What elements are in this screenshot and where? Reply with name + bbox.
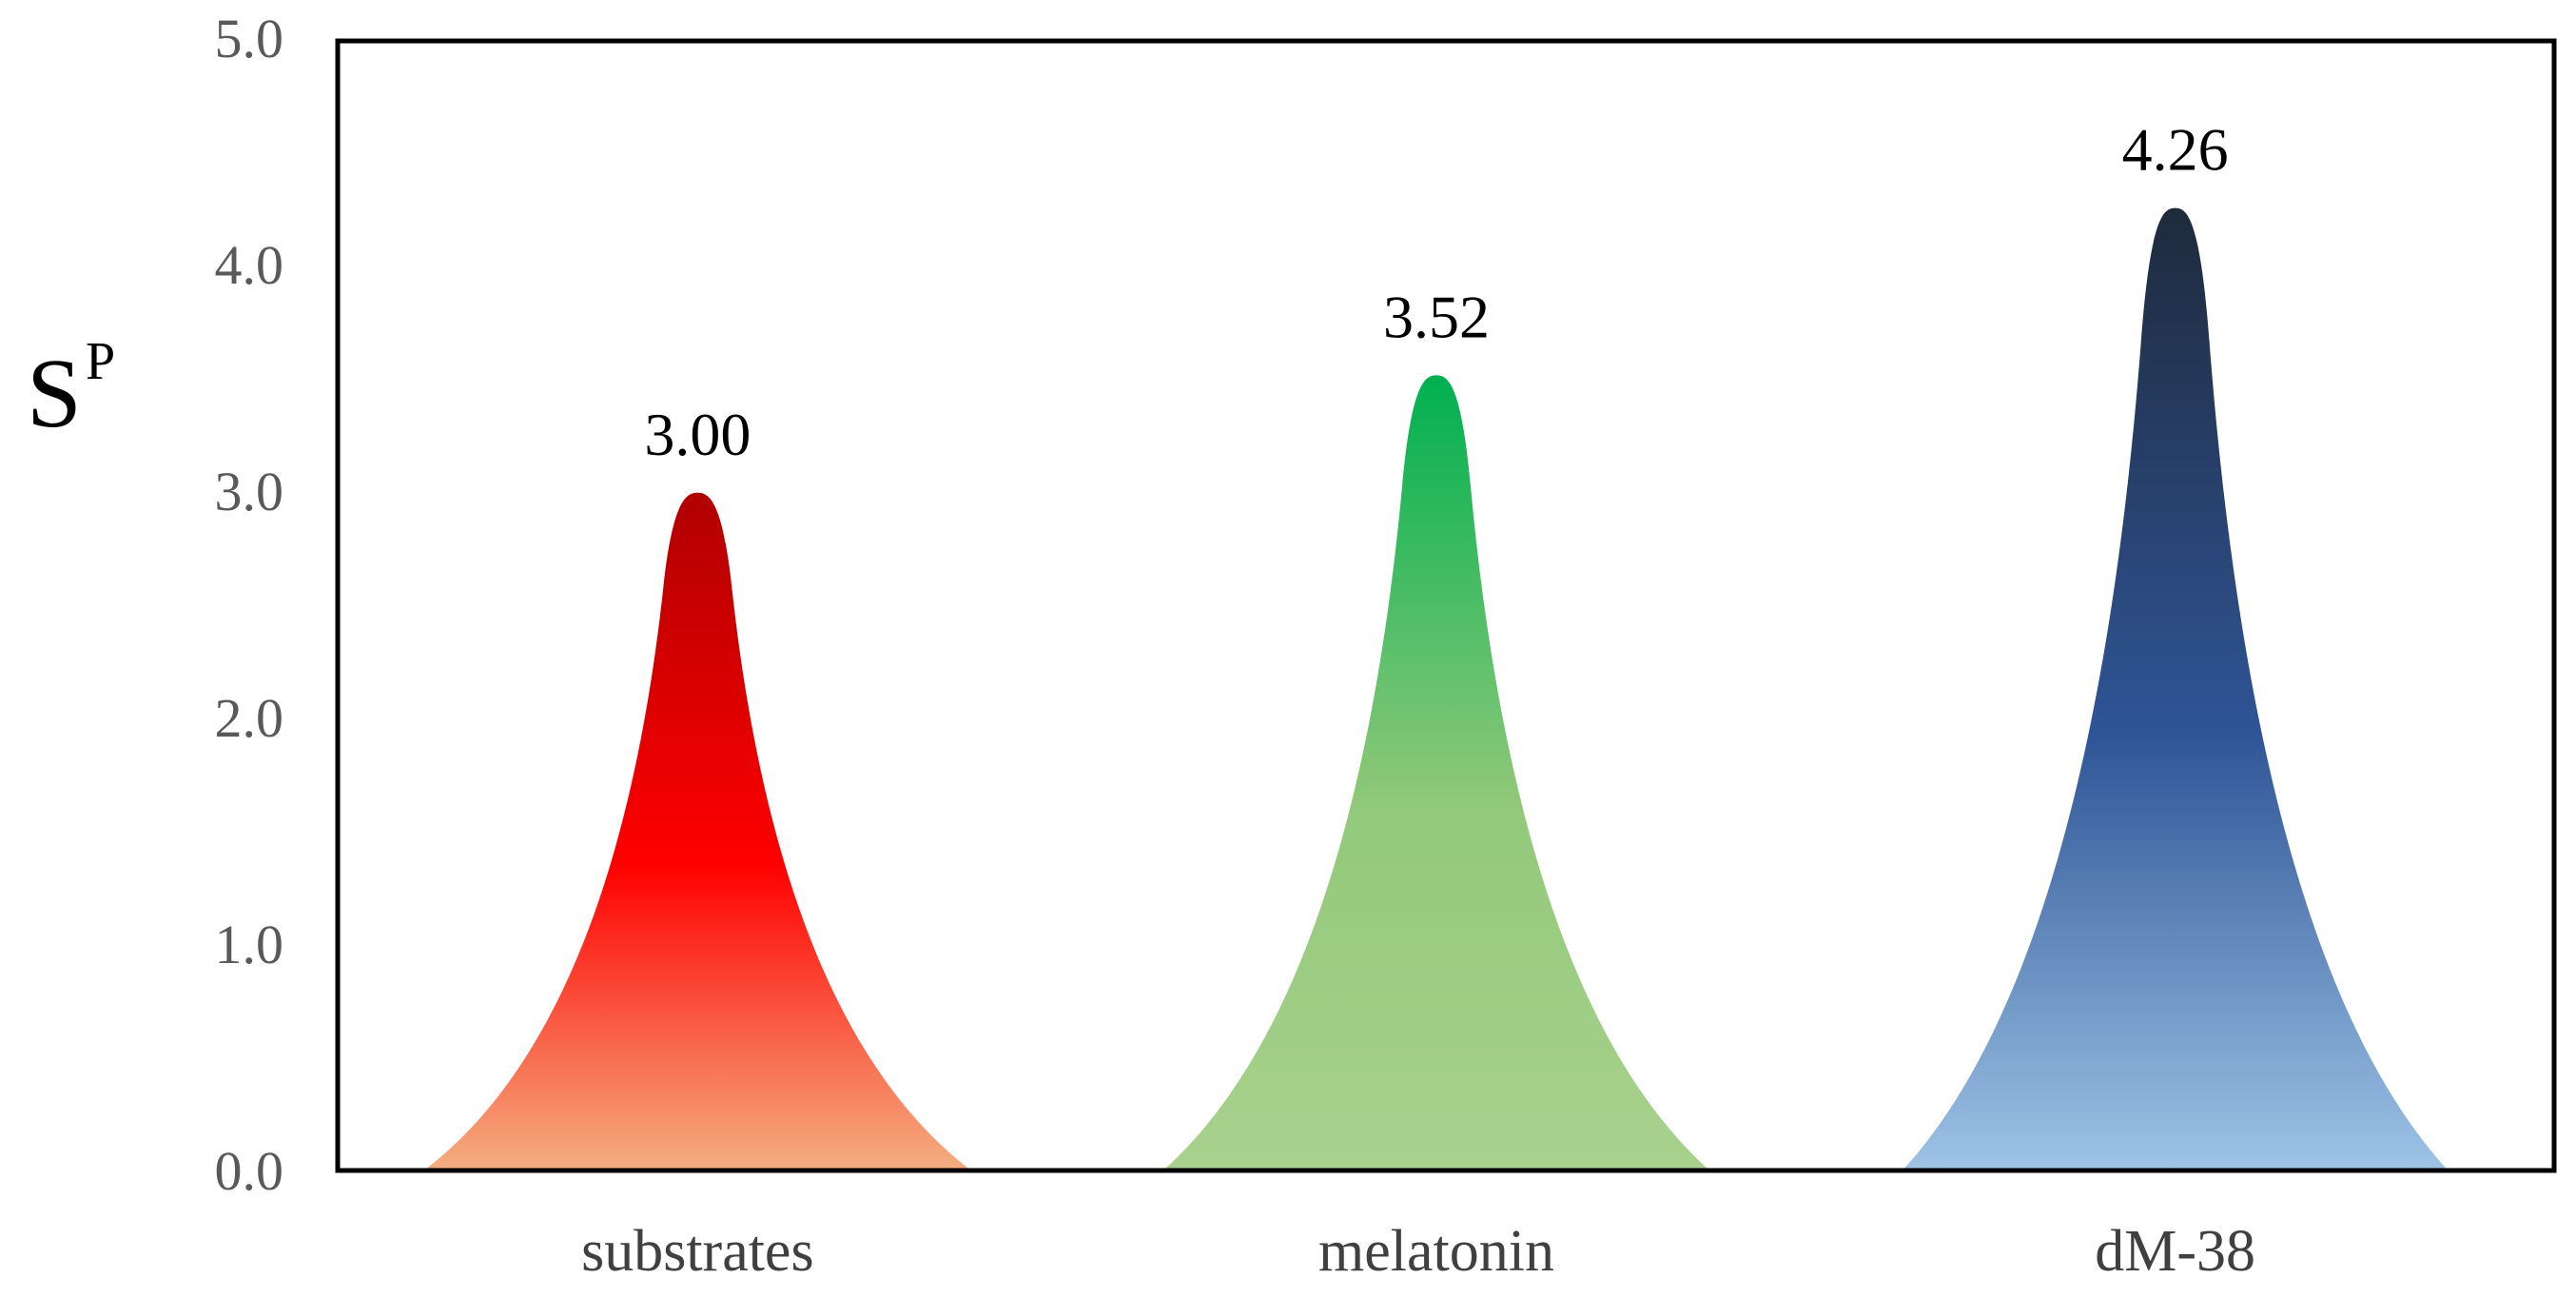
x-tick-label-melatonin: melatonin xyxy=(1318,1219,1554,1284)
data-marks xyxy=(426,207,2447,1169)
data-label-substrates: 3.00 xyxy=(644,401,751,468)
data-label-melatonin: 3.52 xyxy=(1383,283,1490,350)
y-tick-label: 5.0 xyxy=(215,8,284,69)
y-tick-label: 0.0 xyxy=(215,1140,284,1202)
y-tick-label: 3.0 xyxy=(215,461,284,522)
bar-dm-38 xyxy=(1903,207,2447,1169)
y-axis-title-superscript: P xyxy=(86,332,115,391)
y-tick-label: 1.0 xyxy=(215,914,284,975)
y-tick-label: 4.0 xyxy=(215,234,284,296)
x-tick-label-dm-38: dM-38 xyxy=(2095,1219,2255,1284)
data-label-dm-38: 4.26 xyxy=(2122,116,2229,184)
data-labels: 3.00 3.52 4.26 xyxy=(644,116,2228,468)
bar-melatonin xyxy=(1165,375,1708,1169)
y-tick-label: 2.0 xyxy=(215,687,284,749)
y-axis-title-main: S xyxy=(27,339,82,448)
y-axis-title: S P xyxy=(27,332,115,448)
x-axis-labels: substrates melatonin dM-38 xyxy=(581,1219,2255,1284)
y-axis-ticks: 0.0 1.0 2.0 3.0 4.0 5.0 xyxy=(215,8,284,1202)
x-tick-label-substrates: substrates xyxy=(581,1219,814,1284)
bar-substrates xyxy=(426,492,969,1169)
